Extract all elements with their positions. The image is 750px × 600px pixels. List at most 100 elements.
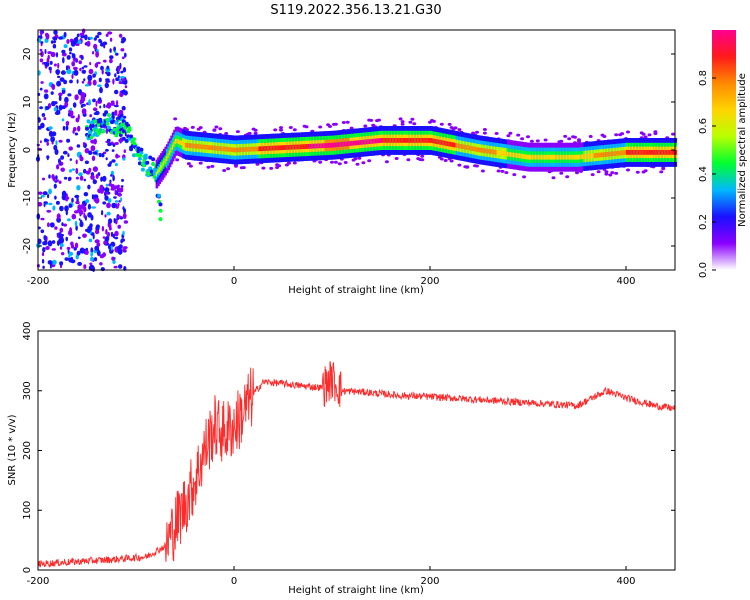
noise-cell (120, 76, 125, 79)
noise-cell (89, 114, 93, 118)
ridge-cell (198, 144, 201, 149)
noise-cell (41, 252, 45, 257)
noise-cell (75, 167, 79, 175)
noise-cell (105, 104, 110, 108)
ridge-cell (490, 149, 494, 155)
ridge-cell (508, 151, 511, 157)
ridge-cell (664, 150, 667, 155)
noise-cell (111, 149, 115, 152)
noise-cell (92, 51, 95, 55)
ridge-cell (346, 141, 350, 147)
noise-cell (75, 201, 80, 205)
halo-cell (443, 159, 448, 162)
ridge-cell (177, 139, 181, 144)
ridge-cell (174, 139, 178, 144)
halo-cell (482, 128, 487, 131)
noise-cell (74, 210, 78, 214)
noise-cell (65, 120, 70, 126)
ridge-cell (180, 140, 184, 146)
noise-cell (100, 176, 103, 182)
noise-cell (80, 55, 84, 60)
noise-cell (85, 199, 90, 204)
noise-cell (110, 184, 115, 189)
noise-cell (95, 51, 99, 58)
noise-cell (107, 142, 112, 147)
noise-cell (109, 58, 113, 64)
noise-cell (77, 114, 80, 120)
noise-cell (92, 166, 98, 172)
ridge-cell (315, 143, 319, 149)
ridge-cell (468, 145, 472, 151)
branch-cell (132, 153, 136, 158)
ridge-cell (570, 154, 573, 160)
ridge-cell (433, 138, 436, 144)
halo-cell (504, 171, 509, 175)
noise-cell (118, 81, 123, 85)
noise-cell (94, 229, 100, 235)
branch-cell (124, 138, 129, 143)
noise-cell (106, 138, 111, 142)
ridge-cell (390, 138, 394, 143)
ridge-cell (379, 138, 382, 143)
ridge-cell (165, 156, 169, 161)
noise-cell (105, 71, 108, 75)
noise-cell (112, 233, 116, 239)
ridge-cell (176, 138, 179, 144)
noise-cell (120, 239, 123, 244)
ridge-cell (651, 150, 654, 155)
ridge-cell (383, 138, 386, 143)
ridge-cell (324, 143, 328, 148)
halo-cell (643, 135, 648, 139)
noise-cell (70, 259, 76, 264)
noise-cell (89, 262, 93, 266)
ridge-cell (254, 146, 257, 152)
halo-cell (369, 118, 374, 122)
ridge-cell (276, 145, 279, 151)
noise-cell (79, 247, 85, 254)
ridge-cell (439, 139, 442, 145)
ridge-cell (255, 146, 259, 152)
ridge-cell (240, 147, 244, 153)
noise-cell (40, 229, 45, 234)
noise-cell (94, 197, 100, 204)
noise-cell (74, 132, 79, 136)
noise-cell (88, 68, 94, 75)
ridge-cell (387, 138, 391, 143)
ridge-cell (462, 144, 466, 150)
ridge-cell (292, 144, 295, 150)
ridge-cell (370, 139, 373, 144)
ridge-cell (392, 138, 395, 143)
noise-cell (59, 205, 64, 212)
halo-cell (355, 162, 360, 166)
noise-cell (105, 148, 109, 152)
noise-cell (48, 130, 54, 137)
noise-cell (105, 183, 109, 187)
noise-cell (76, 33, 80, 38)
noise-cell (46, 209, 52, 213)
ridge-cell (279, 145, 282, 151)
noise-cell (117, 65, 121, 72)
ridge-cell (623, 150, 626, 156)
branch-cell (89, 135, 94, 140)
noise-cell (58, 139, 63, 143)
ridge-cell (286, 145, 289, 150)
noise-cell (50, 136, 55, 143)
noise-cell (76, 185, 81, 191)
ridge-cell (545, 154, 548, 160)
ridge-cell (671, 150, 675, 155)
ridge-cell (605, 152, 608, 157)
ridge-cell (571, 154, 575, 160)
halo-cell (520, 137, 525, 141)
ridge-cell (639, 150, 642, 155)
halo-cell (198, 161, 203, 165)
noise-cell (48, 202, 53, 206)
halo-cell (641, 132, 646, 136)
noise-cell (43, 201, 48, 204)
noise-cell (58, 95, 62, 102)
noise-cell (98, 97, 102, 102)
halo-cell (255, 162, 260, 166)
noise-cell (45, 139, 50, 142)
halo-cell (186, 162, 191, 166)
ridge-cell (596, 152, 600, 158)
ridge-cell (445, 141, 448, 146)
